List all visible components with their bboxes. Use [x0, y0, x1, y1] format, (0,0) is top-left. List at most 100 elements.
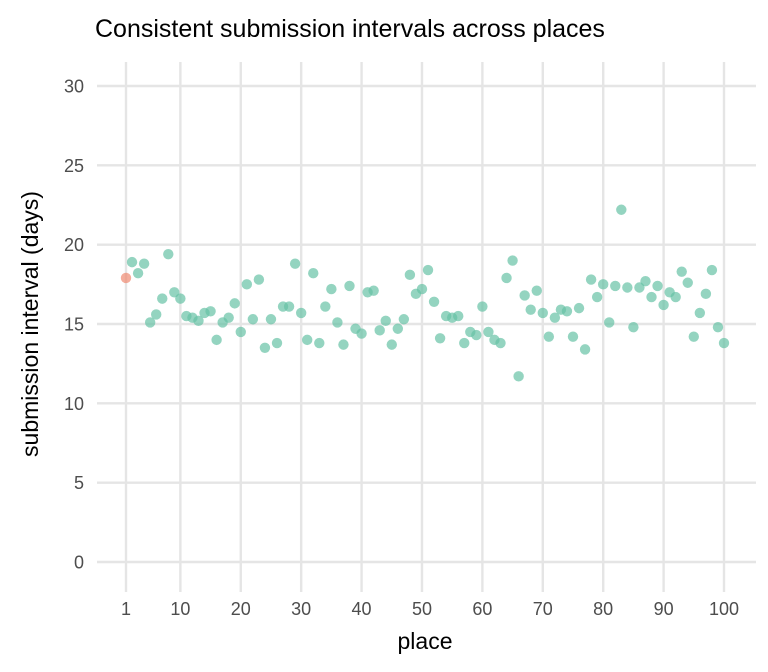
data-point: [163, 248, 174, 260]
gridlines: [97, 62, 756, 592]
data-point: [694, 307, 706, 319]
data-point: [700, 288, 712, 300]
data-point: [676, 266, 687, 277]
data-point: [477, 301, 488, 312]
data-point: [308, 268, 319, 279]
x-axis-title: place: [398, 628, 453, 654]
data-point: [579, 344, 591, 355]
data-point: [356, 328, 367, 339]
data-point: [525, 304, 536, 315]
x-tick-label: 50: [412, 599, 432, 619]
data-point: [428, 296, 440, 307]
data-point: [314, 337, 325, 349]
x-tick-label: 100: [709, 599, 739, 619]
data-point: [344, 280, 355, 292]
data-point: [144, 317, 156, 328]
y-tick-label: 10: [64, 394, 84, 414]
data-point: [398, 314, 410, 325]
x-tick-label: 70: [533, 599, 553, 619]
data-point: [193, 315, 204, 327]
x-tick-label: 1: [121, 599, 131, 619]
x-tick-label: 90: [654, 599, 674, 619]
data-point: [543, 331, 555, 342]
data-point: [573, 302, 585, 314]
x-tick-label: 80: [593, 599, 613, 619]
data-point: [591, 291, 603, 303]
data-point: [507, 255, 518, 266]
data-point: [211, 334, 222, 346]
data-point: [513, 371, 524, 382]
data-point: [706, 264, 718, 276]
data-point: [205, 306, 216, 317]
data-point: [622, 282, 633, 293]
y-axis-title: submission interval (days): [17, 191, 43, 457]
data-point: [404, 269, 416, 281]
data-point: [670, 291, 681, 303]
data-point: [151, 309, 162, 320]
chart-title: Consistent submission intervals across p…: [95, 15, 605, 43]
data-point: [585, 274, 597, 285]
data-point: [253, 274, 265, 285]
x-axis-ticks: 1 10 20 30 40 50 60 70 80 90 100: [121, 599, 739, 619]
data-point: [501, 272, 512, 284]
data-point: [247, 314, 259, 325]
x-tick-label: 10: [170, 599, 190, 619]
y-tick-label: 15: [64, 315, 84, 335]
y-tick-label: 5: [74, 473, 84, 493]
data-point: [386, 339, 397, 350]
data-point: [422, 264, 434, 276]
data-point: [640, 275, 651, 287]
data-point: [628, 321, 639, 333]
data-point: [682, 277, 693, 288]
data-point: [646, 291, 657, 303]
data-point: [392, 323, 404, 334]
data-point: [157, 293, 168, 304]
data-point: [175, 293, 186, 304]
y-axis-ticks: 0 5 10 15 20 25 30: [64, 77, 84, 573]
data-point: [338, 339, 349, 350]
x-tick-label: 30: [291, 599, 311, 619]
data-point: [537, 307, 548, 319]
data-point: [320, 301, 331, 312]
data-point: [283, 301, 295, 312]
data-point: [120, 272, 132, 284]
data-point: [326, 283, 337, 295]
data-point: [241, 279, 253, 290]
data-point: [718, 337, 730, 349]
y-tick-label: 25: [64, 156, 84, 176]
data-point: [374, 325, 385, 336]
data-point: [531, 285, 542, 296]
data-point: [604, 317, 615, 328]
data-point: [416, 283, 428, 295]
data-point: [561, 306, 573, 317]
x-tick-label: 40: [352, 599, 372, 619]
data-point: [295, 307, 307, 319]
y-tick-label: 20: [64, 235, 84, 255]
data-point: [289, 258, 301, 269]
y-tick-label: 30: [64, 77, 84, 97]
data-point: [380, 315, 391, 327]
x-tick-label: 20: [231, 599, 251, 619]
data-point: [519, 290, 530, 301]
data-point: [610, 280, 621, 292]
data-point: [332, 317, 343, 328]
data-point: [597, 279, 609, 290]
data-point: [132, 268, 144, 279]
data-point: [652, 280, 663, 292]
x-tick-label: 60: [472, 599, 492, 619]
data-point: [453, 310, 464, 322]
data-point: [658, 299, 669, 311]
data-point: [126, 256, 138, 268]
data-point: [567, 331, 579, 342]
data-points: [120, 204, 730, 382]
data-point: [368, 285, 379, 296]
data-point: [495, 337, 506, 349]
data-point: [229, 298, 240, 309]
data-point: [138, 258, 150, 269]
data-point: [434, 333, 446, 344]
data-point: [549, 312, 561, 323]
data-point: [235, 326, 246, 338]
data-point: [459, 337, 470, 349]
y-tick-label: 0: [74, 553, 84, 573]
